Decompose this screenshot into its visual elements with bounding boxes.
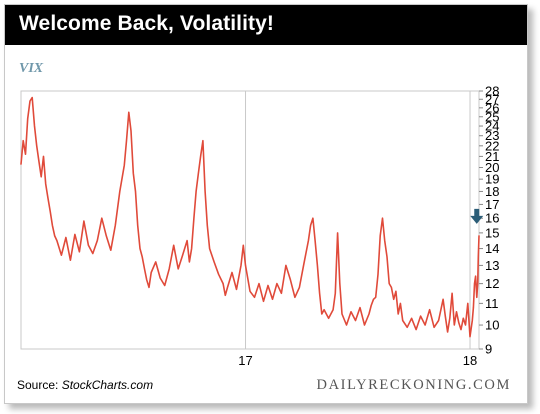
- y-tick-label: 27: [485, 92, 499, 107]
- y-tick-label: 9: [485, 342, 492, 357]
- series-label: VIX: [19, 61, 44, 76]
- arrow-down-icon: [470, 208, 484, 224]
- y-tick-label: 26: [485, 100, 499, 115]
- brand-watermark: DAILYRECKONING.COM: [316, 377, 511, 393]
- y-tick-label: 17: [485, 197, 499, 212]
- y-tick-label: 23: [485, 128, 499, 143]
- y-tick-label: 11: [485, 296, 499, 311]
- y-tick-label: 10: [485, 318, 499, 333]
- y-tick-label: 25: [485, 109, 499, 124]
- y-tick-label: 19: [485, 172, 499, 187]
- y-tick-label: 16: [485, 211, 499, 226]
- arrow-down-shape: [470, 208, 484, 224]
- y-tick-label: 28: [485, 84, 499, 99]
- source-prefix: Source:: [17, 378, 62, 392]
- y-tick-label: 21: [485, 149, 499, 164]
- title-bar: Welcome Back, Volatility!: [5, 5, 527, 45]
- vix-line-chart: 17 18910111213141516171819202122232425262…: [20, 84, 499, 368]
- source-name: StockCharts.com: [61, 378, 154, 392]
- x-tick-label: 17: [238, 353, 252, 368]
- y-tick-label: 24: [485, 119, 499, 134]
- vix-series-line: [20, 96, 480, 338]
- y-tick-label: 12: [485, 276, 499, 291]
- y-tick-label: 15: [485, 225, 499, 240]
- plot-frame: [20, 90, 480, 350]
- x-tick-label: 18: [463, 353, 477, 368]
- chart-title: Welcome Back, Volatility!: [19, 12, 274, 35]
- y-tick-label: 14: [485, 241, 499, 256]
- y-tick-label: 22: [485, 138, 499, 153]
- y-tick-label: 18: [485, 184, 499, 199]
- chart-card: Welcome Back, Volatility! VIX 17 18 9 10 11 1…: [4, 4, 528, 404]
- source-note: Source: StockCharts.com: [17, 378, 153, 392]
- y-tick-label: 20: [485, 160, 499, 175]
- y-tick-label: 13: [485, 258, 499, 273]
